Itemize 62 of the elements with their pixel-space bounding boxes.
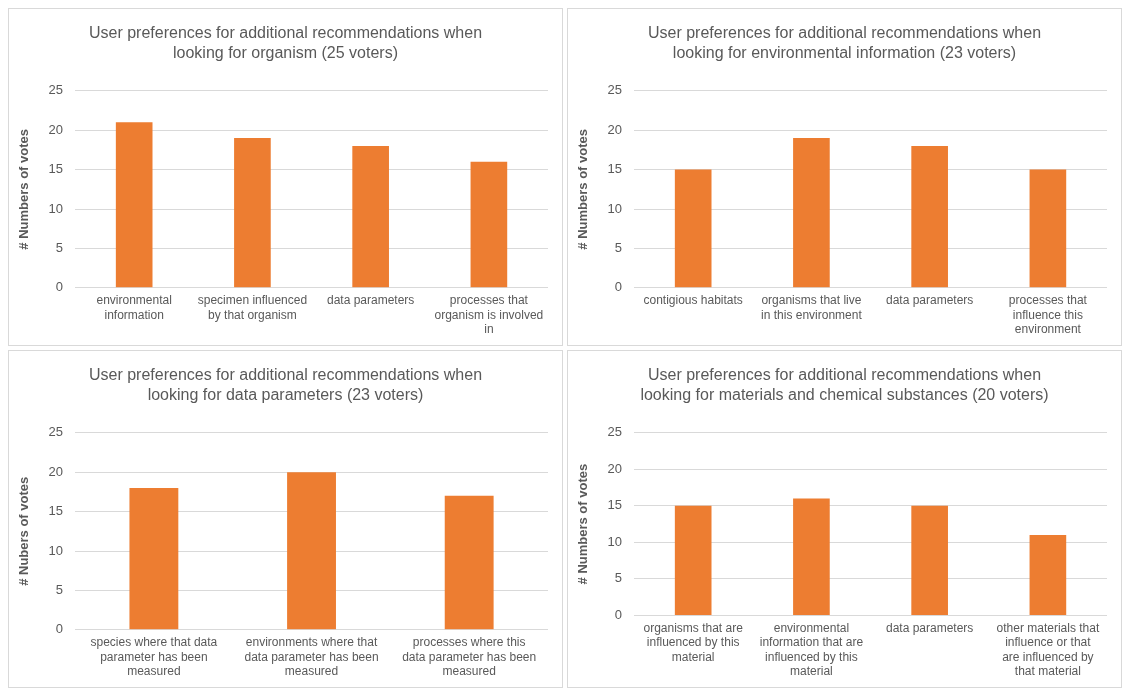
y-tick-label: 5 [614, 239, 623, 255]
x-tick-label: other materials that influence or that are influenced by that material [996, 620, 1100, 679]
y-tick-label: 10 [48, 542, 64, 558]
bar [1029, 535, 1067, 615]
y-tick-label: 10 [607, 200, 623, 216]
y-tick-label: 0 [614, 279, 623, 295]
y-tick-label: 0 [55, 279, 64, 295]
bar [129, 487, 179, 630]
x-tick-label: contigious habitats [643, 293, 743, 308]
y-tick-label: 20 [48, 121, 64, 137]
y-tick-label: 25 [607, 424, 623, 440]
y-tick-label: 0 [55, 621, 64, 637]
chart-title: User preferences for additional recommendations when looking for materials and chemical substances (20 voters) [639, 365, 1050, 405]
x-tick-label: processes that influence this environment [1008, 293, 1088, 337]
y-tick-label: 10 [607, 533, 623, 549]
bar [444, 495, 494, 630]
bar [352, 145, 389, 288]
chart-title: User preferences for additional recommendations when looking for environmental information (23 voters) [646, 23, 1043, 63]
chart-title: User preferences for additional recommendations when looking for organism (25 voters) [87, 23, 484, 63]
y-tick-label: 5 [614, 570, 623, 586]
y-tick-label: 5 [55, 239, 64, 255]
x-tick-label: species where that data parameter has been measured [90, 635, 218, 679]
x-tick-label: processes that organism is involved in [434, 293, 544, 337]
y-tick-label: 15 [607, 497, 623, 513]
bar [793, 498, 830, 615]
y-tick-label: 10 [48, 200, 64, 216]
x-tick-label: environmental information that are influenced by this material [759, 620, 864, 679]
bar [674, 169, 712, 288]
y-tick-label: 15 [607, 161, 623, 177]
chart-title: User preferences for additional recommendations when looking for data parameters (23 voters) [87, 365, 484, 405]
y-tick-label: 15 [48, 161, 64, 177]
y-tick-label: 5 [55, 581, 64, 597]
x-tick-label: data parameters [885, 293, 974, 308]
x-tick-label: specimen influenced by that organism [197, 293, 308, 322]
bar [793, 138, 830, 288]
y-tick-label: 15 [48, 503, 64, 519]
bar [115, 122, 153, 288]
bar [234, 138, 271, 288]
y-tick-label: 25 [607, 82, 623, 98]
x-tick-label: environments where that data parameter has been measured [244, 635, 379, 679]
bar [911, 145, 948, 288]
y-tick-label: 20 [48, 463, 64, 479]
y-axis-title: # Numbers of votes [575, 463, 591, 585]
bar [674, 505, 712, 615]
x-tick-label: organisms that live in this environment [761, 293, 863, 322]
y-axis-title: # Nubers of votes [16, 476, 32, 586]
y-tick-label: 25 [48, 82, 64, 98]
x-tick-label: data parameters [885, 620, 974, 635]
y-axis-title: # Numbers of votes [575, 128, 591, 250]
x-tick-label: processes where this data parameter has been measured [402, 635, 537, 679]
x-tick-label: data parameters [326, 293, 415, 308]
bar [1029, 169, 1067, 288]
bar [911, 505, 948, 615]
x-tick-label: environmental information [96, 293, 172, 322]
bar [470, 161, 508, 288]
y-tick-label: 25 [48, 424, 64, 440]
y-tick-label: 20 [607, 121, 623, 137]
y-tick-label: 20 [607, 460, 623, 476]
y-tick-label: 0 [614, 606, 623, 622]
y-axis-title: # Numbers of votes [16, 128, 32, 250]
bar [287, 472, 336, 630]
x-tick-label: organisms that are influenced by this material [643, 620, 744, 664]
